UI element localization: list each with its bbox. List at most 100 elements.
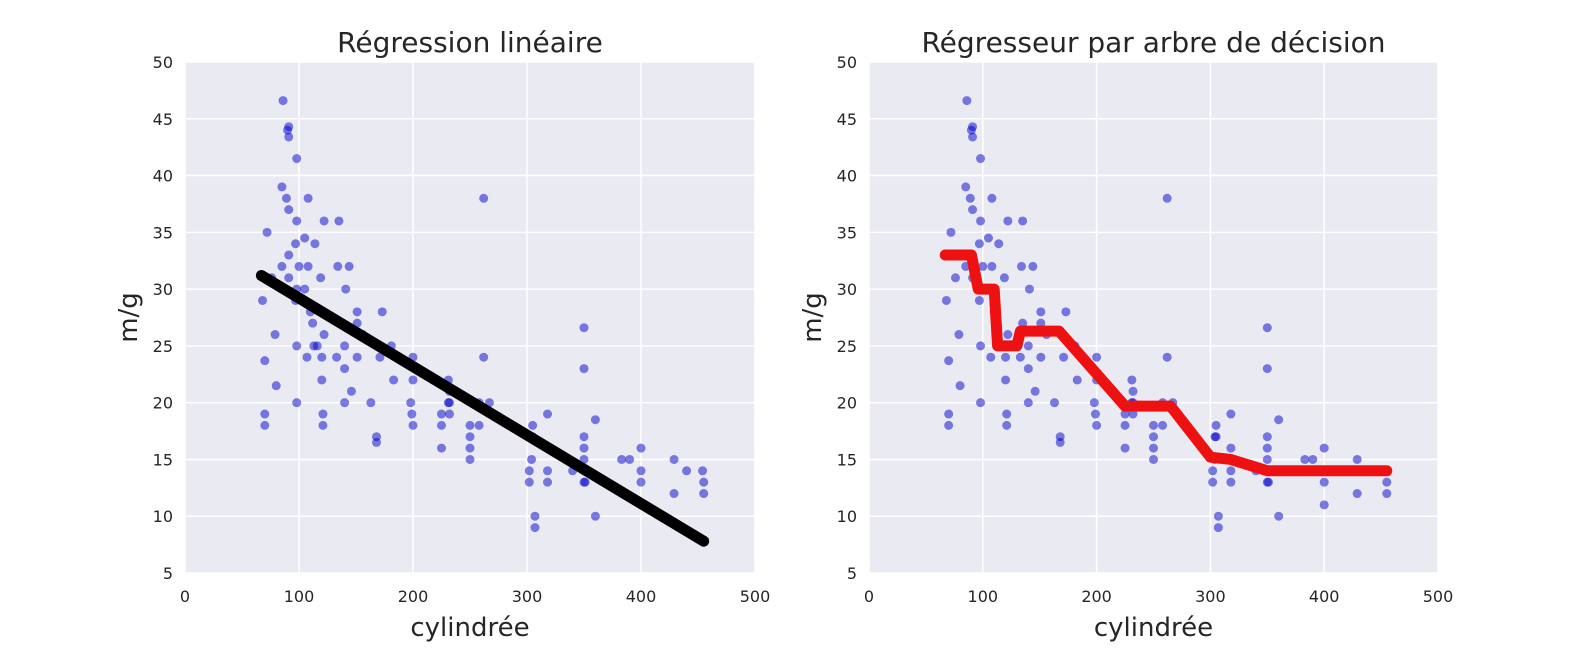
data-point [1120, 443, 1130, 453]
data-point [260, 356, 270, 366]
x-tick-label: 300 [512, 587, 543, 606]
data-point [965, 193, 975, 203]
data-point [1002, 420, 1012, 430]
data-point [332, 352, 342, 362]
data-point [444, 409, 454, 419]
data-point [1149, 420, 1158, 430]
data-point [303, 193, 313, 203]
data-point [1226, 443, 1236, 453]
data-point [636, 466, 646, 476]
data-point [352, 352, 362, 362]
data-point [579, 432, 589, 442]
data-point [262, 227, 272, 237]
data-point [1149, 443, 1158, 453]
data-point [1262, 432, 1272, 442]
x-axis-label: cylindrée [410, 613, 529, 643]
data-point [524, 477, 534, 487]
data-point [389, 375, 399, 385]
data-point [292, 398, 302, 408]
data-point [1003, 330, 1013, 340]
y-tick-label: 5 [847, 564, 857, 583]
data-point [300, 284, 310, 294]
data-point [1262, 454, 1272, 464]
data-point [682, 466, 692, 476]
y-tick-label: 15 [153, 450, 173, 469]
data-point [1382, 477, 1392, 487]
data-point [1274, 511, 1284, 521]
data-point [1213, 523, 1223, 533]
x-tick-label: 400 [626, 587, 657, 606]
data-point [406, 398, 416, 408]
data-point [260, 409, 270, 419]
data-point [987, 193, 997, 203]
data-point [437, 420, 446, 430]
plot-background [185, 62, 755, 573]
data-point [270, 330, 280, 340]
data-point [543, 477, 553, 487]
data-point [1028, 261, 1038, 271]
data-point [1149, 454, 1158, 464]
data-point [580, 477, 590, 487]
data-point [308, 318, 318, 328]
data-point [292, 154, 302, 164]
data-point [1208, 477, 1218, 487]
data-point [1036, 352, 1046, 362]
y-tick-label: 25 [153, 337, 173, 356]
data-point [994, 239, 1004, 249]
y-tick-label: 35 [837, 223, 857, 242]
data-point [944, 356, 954, 366]
data-point [284, 250, 294, 260]
data-point [579, 364, 589, 374]
data-point [277, 261, 287, 271]
chart-title: Régresseur par arbre de décision [921, 26, 1385, 59]
data-point [954, 330, 964, 340]
data-point [944, 409, 954, 419]
x-tick-label: 300 [1195, 587, 1226, 606]
data-point [968, 122, 978, 132]
data-point [1036, 307, 1046, 317]
data-point [341, 284, 351, 294]
y-tick-label: 35 [153, 223, 173, 242]
data-point [316, 273, 326, 283]
data-point [669, 454, 679, 464]
data-point [1055, 437, 1065, 447]
data-point [375, 352, 385, 362]
y-tick-label: 30 [837, 280, 857, 299]
data-point [1158, 420, 1168, 430]
data-point [317, 352, 327, 362]
x-tick-label: 100 [284, 587, 315, 606]
data-point [479, 193, 489, 203]
data-point [976, 398, 986, 408]
data-point [1226, 409, 1236, 419]
data-point [292, 341, 302, 351]
y-tick-label: 20 [153, 394, 173, 413]
data-point [617, 454, 627, 464]
y-tick-label: 50 [837, 53, 857, 72]
data-point [527, 454, 537, 464]
fit-line [939, 249, 1393, 477]
data-point [978, 261, 988, 271]
x-tick-label: 100 [968, 587, 999, 606]
data-point [319, 216, 329, 226]
data-point [465, 454, 475, 464]
data-point [344, 261, 354, 271]
x-tick-label: 500 [740, 587, 771, 606]
data-point [1003, 216, 1013, 226]
data-point [1001, 352, 1011, 362]
data-point [1023, 341, 1033, 351]
data-point [465, 420, 475, 430]
data-point [524, 466, 534, 476]
y-tick-label: 10 [153, 507, 173, 526]
data-point [1263, 477, 1273, 487]
data-point [669, 489, 679, 499]
x-tick-label: 400 [1309, 587, 1340, 606]
data-point [976, 154, 986, 164]
y-axis-label: m/g [114, 292, 144, 343]
data-point [1072, 375, 1082, 385]
data-point [968, 132, 978, 142]
data-point [408, 375, 418, 385]
y-tick-label: 10 [837, 507, 857, 526]
data-point [950, 273, 960, 283]
data-point [334, 216, 344, 226]
data-point [699, 477, 709, 487]
